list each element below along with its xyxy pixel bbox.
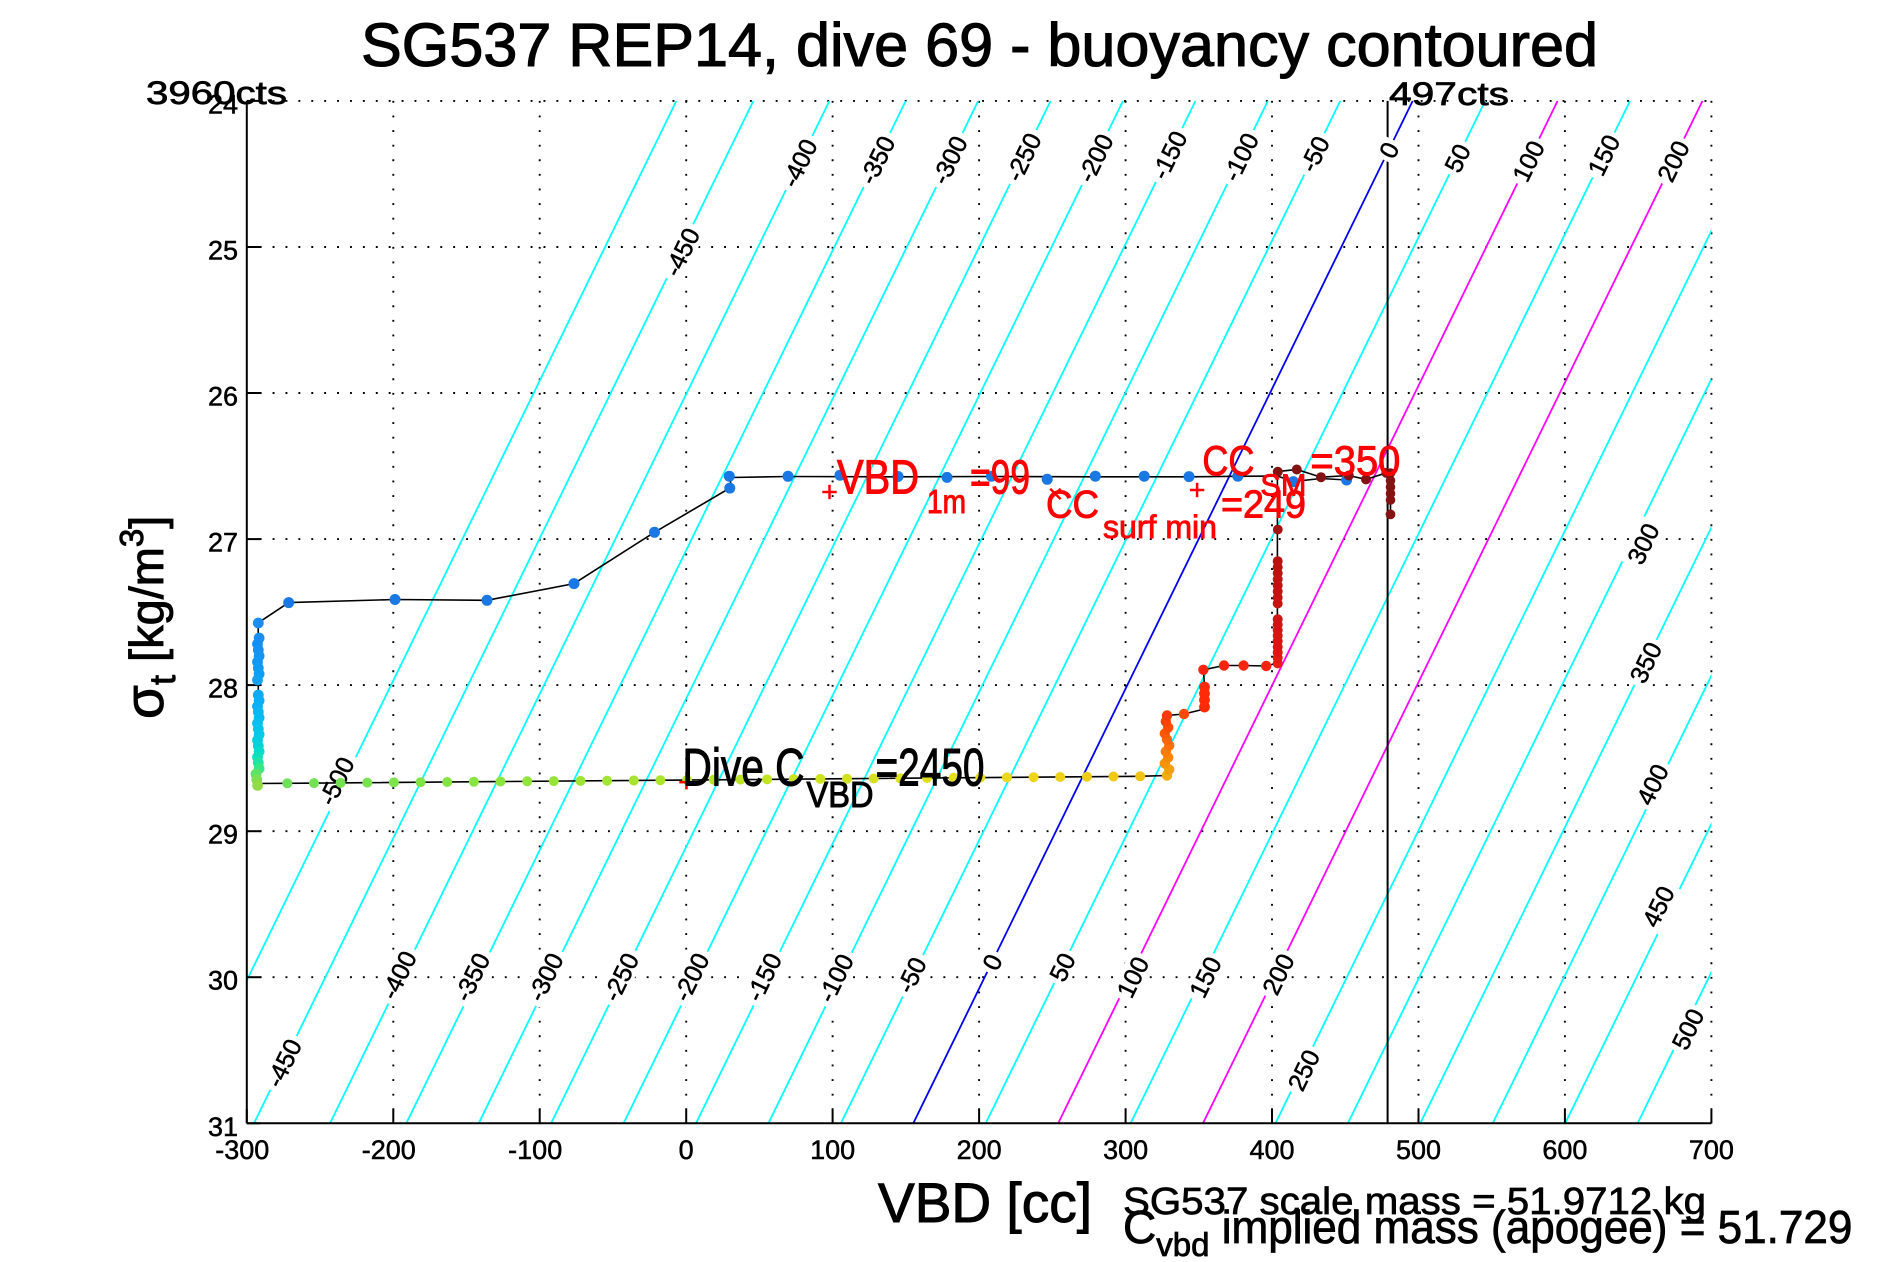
svg-text:27: 27 (208, 528, 238, 558)
svg-text:26: 26 (208, 382, 238, 412)
svg-text:σt [kg/m3]: σt [kg/m3] (113, 516, 183, 719)
svg-text:400: 400 (1249, 1135, 1294, 1165)
svg-text:700: 700 (1689, 1135, 1734, 1165)
svg-text:497cts: 497cts (1389, 76, 1509, 112)
svg-text:25: 25 (208, 236, 238, 266)
svg-text:VBD [cc]: VBD [cc] (878, 1171, 1092, 1234)
svg-text:CCSM=350: CCSM=350 (1202, 437, 1400, 502)
svg-text:30: 30 (208, 966, 238, 996)
svg-text:31: 31 (208, 1112, 238, 1142)
svg-text:3960cts: 3960cts (146, 75, 287, 111)
svg-text:24: 24 (208, 89, 238, 119)
svg-text:200: 200 (957, 1135, 1002, 1165)
svg-text:28: 28 (208, 674, 238, 704)
svg-text:500: 500 (1396, 1135, 1441, 1165)
svg-text:100: 100 (810, 1135, 855, 1165)
svg-text:0: 0 (679, 1135, 694, 1165)
svg-text:-100: -100 (508, 1135, 562, 1165)
svg-text:SG537 REP14, dive 69 - buoyanc: SG537 REP14, dive 69 - buoyancy contoure… (361, 11, 1598, 79)
svg-text:Dive CVBD=2450: Dive CVBD=2450 (683, 739, 985, 815)
svg-text:-300: -300 (215, 1135, 269, 1165)
svg-text:CCsurf min=249: CCsurf min=249 (1046, 484, 1306, 545)
svg-text:Cvbd implied mass (apogee) = 5: Cvbd implied mass (apogee) = 51.729 (1123, 1201, 1852, 1262)
svg-text:SG537 scale mass = 51.9712 kg: SG537 scale mass = 51.9712 kg (1123, 1181, 1706, 1223)
svg-text:-200: -200 (362, 1135, 416, 1165)
svg-text:600: 600 (1542, 1135, 1587, 1165)
svg-text:29: 29 (208, 820, 238, 850)
svg-text:300: 300 (1103, 1135, 1148, 1165)
